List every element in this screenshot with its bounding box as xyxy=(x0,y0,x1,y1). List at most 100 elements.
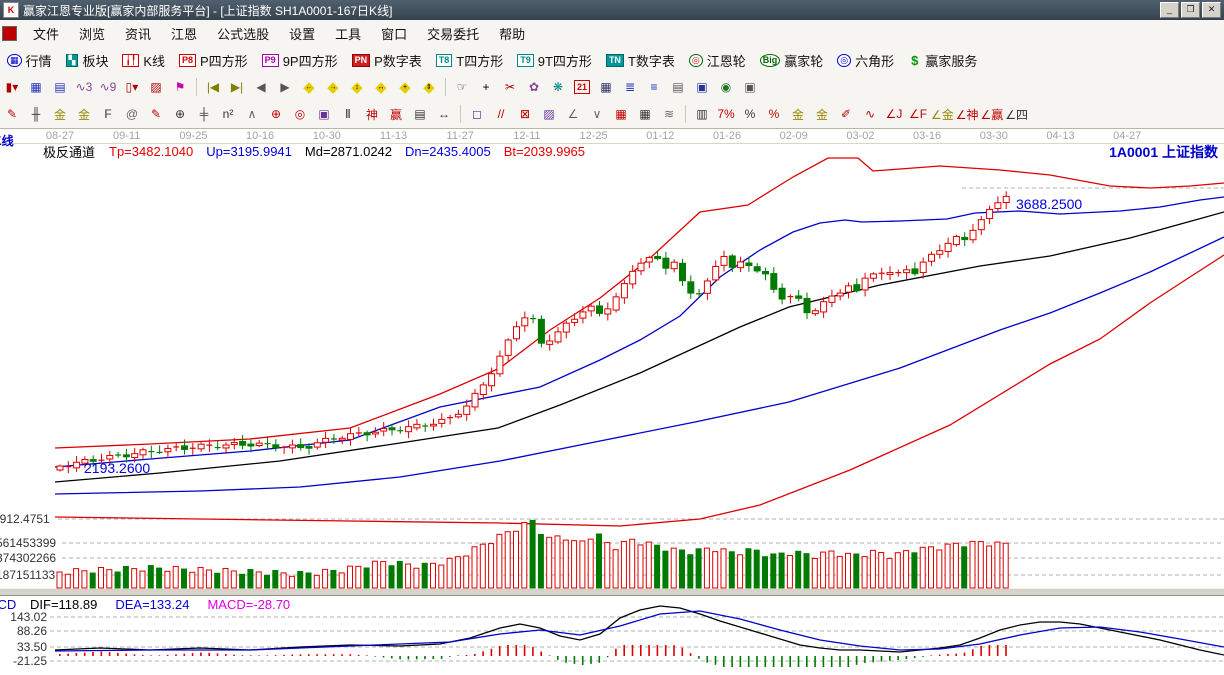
n-squared-tool[interactable]: n² xyxy=(217,104,239,124)
menu-item-4[interactable]: 公式选股 xyxy=(217,26,270,42)
box-target-tool[interactable]: ▣ xyxy=(313,104,335,124)
grid-dark-tool[interactable]: ▦ xyxy=(634,104,656,124)
pause-mark-tool[interactable]: Ⅱ xyxy=(337,104,359,124)
angle-gold-tool[interactable]: ∠金 xyxy=(931,104,954,124)
menu-item-3[interactable]: 江恩 xyxy=(171,26,198,42)
brush-flag-tool[interactable]: ✐ xyxy=(835,104,857,124)
prev-button[interactable]: ◀ xyxy=(250,77,272,97)
next-button[interactable]: ▶ xyxy=(274,77,296,97)
t-number-table-button[interactable]: TN T数字表 xyxy=(599,49,682,72)
box-select-tool[interactable]: ◻ xyxy=(466,104,488,124)
winner-wheel-button[interactable]: Big 赢家轮 xyxy=(753,49,831,72)
t9-square-button[interactable]: T9 9T四方形 xyxy=(510,49,599,72)
hexagon-button[interactable]: ◎ 六角形 xyxy=(830,49,901,72)
menu-item-9[interactable]: 帮助 xyxy=(499,26,526,42)
grid-red-tool[interactable]: ▦ xyxy=(610,104,632,124)
gann-tool-purple-icon[interactable]: ✿ xyxy=(523,77,545,97)
angle-lines-tool[interactable]: ∠ xyxy=(562,104,584,124)
chart-3-icon[interactable]: ∿3 xyxy=(73,77,95,97)
percent-line-tool[interactable]: % xyxy=(763,104,785,124)
color-flag-icon[interactable]: ⚑ xyxy=(169,77,191,97)
measure-tool[interactable]: ✂ xyxy=(499,77,521,97)
macd-pane-tab[interactable]: MACD xyxy=(0,596,17,612)
calendar-button[interactable]: 21 xyxy=(571,77,593,97)
pattern-window-icon[interactable]: ▦ xyxy=(25,77,47,97)
p-number-table-button[interactable]: PN P数字表 xyxy=(345,49,429,72)
expand-horizontal-button[interactable]: ◆ ↔ xyxy=(370,77,392,97)
time-circle-tool[interactable]: ⊕ xyxy=(169,104,191,124)
angle-ying-tool[interactable]: ∠赢 xyxy=(981,104,1004,124)
menu-item-5[interactable]: 设置 xyxy=(289,26,316,42)
hand-tool[interactable]: ☞ xyxy=(451,77,473,97)
ruler-123-tool[interactable]: ▤ xyxy=(409,104,431,124)
shift-right-button[interactable]: ◆ → xyxy=(322,77,344,97)
angle-f-tool[interactable]: ∠F xyxy=(907,104,929,124)
menu-item-2[interactable]: 资讯 xyxy=(125,26,152,42)
quotes-button[interactable]: ▦ 行情 xyxy=(0,49,59,72)
pc-export-button[interactable]: ▣ xyxy=(739,77,761,97)
wave-gold-tool[interactable]: ∿ xyxy=(859,104,881,124)
t-square-button[interactable]: T8 T四方形 xyxy=(429,49,510,72)
gold-grid-tool-2[interactable]: 金 xyxy=(73,104,95,124)
minimize-button[interactable]: _ xyxy=(1160,2,1179,18)
kline-button[interactable]: ╽╿ K线 xyxy=(115,49,172,72)
close-button[interactable]: ✕ xyxy=(1202,2,1221,18)
target-tool[interactable]: ◎ xyxy=(289,104,311,124)
note-list-icon[interactable]: ≡ xyxy=(643,77,665,97)
menu-item-7[interactable]: 窗口 xyxy=(381,26,408,42)
ying-tool[interactable]: 赢 xyxy=(385,104,407,124)
quote-list-icon[interactable]: ≣ xyxy=(619,77,641,97)
gold-grid-tool-1[interactable]: 金 xyxy=(49,104,71,124)
price-bars-tool[interactable]: ▥ xyxy=(691,104,713,124)
gold-circle-tool[interactable]: 金 xyxy=(787,104,809,124)
shift-left-button[interactable]: ◆ ← xyxy=(298,77,320,97)
width-arrows-tool[interactable]: ↔ xyxy=(433,104,455,124)
gold-line-tool[interactable]: 金 xyxy=(811,104,833,124)
sectors-button[interactable]: ▚ 板块 xyxy=(59,49,116,72)
circle-cross-tool[interactable]: ⊕ xyxy=(265,104,287,124)
box-x-tool[interactable]: ⊠ xyxy=(514,104,536,124)
candle-style-selector[interactable]: ▯▾ xyxy=(121,77,143,97)
p9-square-button[interactable]: P9 9P四方形 xyxy=(255,49,345,72)
box-diagonal-tool[interactable]: ▨ xyxy=(538,104,560,124)
compress-button[interactable]: ◆ ⇕ xyxy=(418,77,440,97)
winner-service-button[interactable]: $ 赢家服务 xyxy=(901,49,984,72)
angle-mirror-tool[interactable]: ∧ xyxy=(241,104,263,124)
marker-pen-tool[interactable]: ✎ xyxy=(145,104,167,124)
menu-item-1[interactable]: 浏览 xyxy=(79,26,106,42)
v-lines-tool[interactable]: ∨ xyxy=(586,104,608,124)
angle-si-tool[interactable]: ∠四 xyxy=(1005,104,1028,124)
fan-lines-tool[interactable]: // xyxy=(490,104,512,124)
shen-tool[interactable]: 神 xyxy=(361,104,383,124)
angle-j-tool[interactable]: ∠J xyxy=(883,104,905,124)
web-export-button[interactable]: ◉ xyxy=(715,77,737,97)
crosshair-tool[interactable]: + xyxy=(475,77,497,97)
spiral-tool[interactable]: @ xyxy=(121,104,143,124)
f-grid-tool[interactable]: F xyxy=(97,104,119,124)
calculator-button[interactable]: ▦ xyxy=(595,77,617,97)
menu-item-6[interactable]: 工具 xyxy=(335,26,362,42)
chart-9-icon[interactable]: ∿9 xyxy=(97,77,119,97)
save-button[interactable]: ▣ xyxy=(691,77,713,97)
expand-all-button[interactable]: ◆ + xyxy=(394,77,416,97)
grid-tool[interactable]: ╫ xyxy=(25,104,47,124)
gann-wheel-button[interactable]: ◎ 江恩轮 xyxy=(682,49,753,72)
period-selector[interactable]: ▮▾ xyxy=(1,77,23,97)
maximize-button[interactable]: ❐ xyxy=(1181,2,1200,18)
gann-tool-teal-icon[interactable]: ❋ xyxy=(547,77,569,97)
menu-item-8[interactable]: 交易委托 xyxy=(427,26,480,42)
p-square-button[interactable]: P8 P四方形 xyxy=(172,49,255,72)
info-panel-icon[interactable]: ▤ xyxy=(49,77,71,97)
angle-shen-tool[interactable]: ∠神 xyxy=(956,104,979,124)
first-page-button[interactable]: |◀ xyxy=(202,77,224,97)
percent-tool[interactable]: % xyxy=(739,104,761,124)
notepad-icon[interactable]: ▤ xyxy=(667,77,689,97)
diagonal-lines-tool[interactable]: ≋ xyxy=(658,104,680,124)
pencil-red-tool[interactable]: ✎ xyxy=(1,104,23,124)
kline-pane-tab[interactable]: K线 xyxy=(0,134,14,148)
expand-vertical-button[interactable]: ◆ ↕ xyxy=(346,77,368,97)
dense-grid-tool[interactable]: ╪ xyxy=(193,104,215,124)
percent-7-tool[interactable]: 7% xyxy=(715,104,737,124)
pattern-red-icon[interactable]: ▨ xyxy=(145,77,167,97)
